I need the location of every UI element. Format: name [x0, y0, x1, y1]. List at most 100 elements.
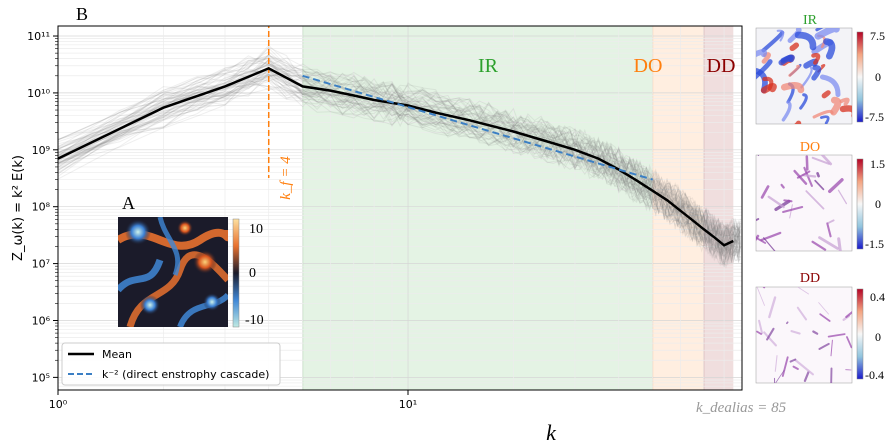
side-panel-ir-title: IR	[803, 13, 818, 28]
field-streak	[845, 310, 852, 318]
series-mean-line	[58, 67, 734, 247]
field-streak	[803, 370, 810, 383]
field-streak	[776, 29, 785, 42]
region-label-do: DO	[634, 55, 663, 77]
field-streak	[800, 66, 813, 89]
field-streak	[757, 155, 760, 156]
field-streak	[846, 336, 852, 349]
side-panel-do: DO 1.5 0 -1.5	[755, 140, 885, 252]
field-streak	[774, 355, 778, 372]
field-streak	[802, 173, 817, 178]
field-streak	[785, 321, 789, 325]
side-panel-ir-cb-mid: 0	[875, 70, 881, 84]
ensemble-spectrum	[58, 55, 741, 240]
side-panel-do-cb-top: 1.5	[870, 157, 885, 171]
ensemble-spectrum	[58, 59, 741, 242]
inset-a-cb-tick-top: 10	[249, 222, 263, 237]
ensemble-spectrum	[58, 80, 741, 266]
series-k-2-line	[302, 74, 653, 181]
ensemble-spectrum	[58, 57, 741, 239]
field-streak	[820, 115, 830, 124]
legend-entry-mean: Mean	[102, 348, 132, 361]
field-streak	[814, 179, 825, 191]
ensemble-spectrum	[58, 59, 741, 237]
x-tick-label: 10¹	[399, 398, 417, 411]
field-streak	[805, 155, 809, 171]
ensemble-spectrum	[58, 75, 741, 262]
field-streak	[758, 319, 764, 335]
ensemble-spectrum	[58, 54, 741, 244]
field-streak	[756, 59, 773, 80]
field-streak	[814, 28, 840, 40]
field-streak	[783, 199, 793, 203]
inset-a-colorbar	[232, 218, 240, 328]
side-panel-ir-cb-bottom: -7.5	[865, 110, 884, 124]
ensemble-spectrum	[58, 57, 741, 243]
field-streak	[756, 330, 762, 335]
field-streak	[839, 97, 850, 106]
field-streak	[756, 218, 760, 222]
field-streak	[789, 42, 800, 52]
field-streak	[778, 54, 794, 66]
ensemble-spectrum	[58, 78, 741, 259]
ensemble-spectrum	[58, 74, 741, 259]
ensemble-spectrum	[58, 63, 741, 260]
ensemble-spectra	[58, 44, 741, 269]
side-panel-ir: IR 7.5 0 -7.5	[755, 13, 885, 125]
region-label-dd: DD	[707, 55, 736, 77]
field-streak	[789, 204, 793, 219]
y-tick-label: 10¹¹	[27, 30, 50, 43]
ensemble-spectrum	[58, 46, 741, 237]
y-tick-label: 10¹⁰	[27, 87, 50, 100]
y-tick-label: 10⁸	[32, 201, 51, 214]
ensemble-spectrum	[58, 62, 741, 253]
field-streak	[756, 49, 768, 58]
ensemble-spectrum	[58, 54, 741, 244]
ensemble-spectrum	[58, 55, 741, 244]
field-streak	[820, 155, 833, 166]
field-streak	[823, 38, 836, 60]
field-streak	[818, 342, 830, 350]
ensemble-spectrum	[58, 61, 741, 248]
field-streak	[837, 189, 848, 205]
field-streak	[837, 237, 842, 251]
field-streak	[760, 231, 782, 242]
ensemble-spectrum	[58, 75, 741, 264]
axis-ticks: 10⁰ 10¹ 10⁵ 10⁶ 10⁷ 10⁸ 10⁹ 10¹⁰ 10¹¹	[27, 30, 417, 411]
field-streak	[819, 313, 831, 322]
field-streak	[789, 358, 797, 363]
field-streak	[780, 183, 785, 189]
field-streak	[792, 365, 799, 370]
x-axis-label: k	[546, 420, 557, 444]
ensemble-spectrum	[58, 66, 741, 256]
field-streak	[827, 219, 835, 224]
ensemble-spectrum	[58, 83, 741, 269]
field-streak	[811, 240, 827, 251]
ensemble-spectrum	[58, 47, 741, 240]
ensemble-spectrum	[58, 73, 741, 258]
field-streak	[830, 339, 833, 357]
field-streak	[811, 53, 821, 65]
ensemble-spectrum	[58, 62, 741, 240]
field-streak	[811, 64, 822, 81]
field-streak	[760, 83, 777, 94]
ensemble-spectrum	[58, 71, 741, 257]
field-streak	[781, 100, 792, 122]
field-streak	[775, 369, 785, 383]
region-dd	[703, 26, 734, 390]
field-streak	[794, 120, 802, 124]
side-panel-dd: DD 0.4 0 -0.4	[755, 271, 885, 384]
legend-entry-slope: k⁻² (direct enstrophy cascade)	[102, 368, 269, 381]
panel-label-b: B	[76, 4, 88, 24]
side-panel-do-colorbar	[856, 158, 864, 250]
panel-label-a: A	[122, 193, 135, 213]
inset-a-cb-tick-mid: 0	[249, 266, 256, 281]
side-panel-dd-cb-top: 0.4	[870, 290, 885, 304]
ensemble-spectrum	[58, 72, 741, 257]
field-streak	[767, 195, 785, 209]
field-streak	[781, 356, 789, 377]
ensemble-spectrum	[58, 57, 741, 241]
ensemble-spectrum	[58, 79, 741, 264]
field-streak	[796, 170, 811, 179]
field-streak	[788, 64, 801, 77]
